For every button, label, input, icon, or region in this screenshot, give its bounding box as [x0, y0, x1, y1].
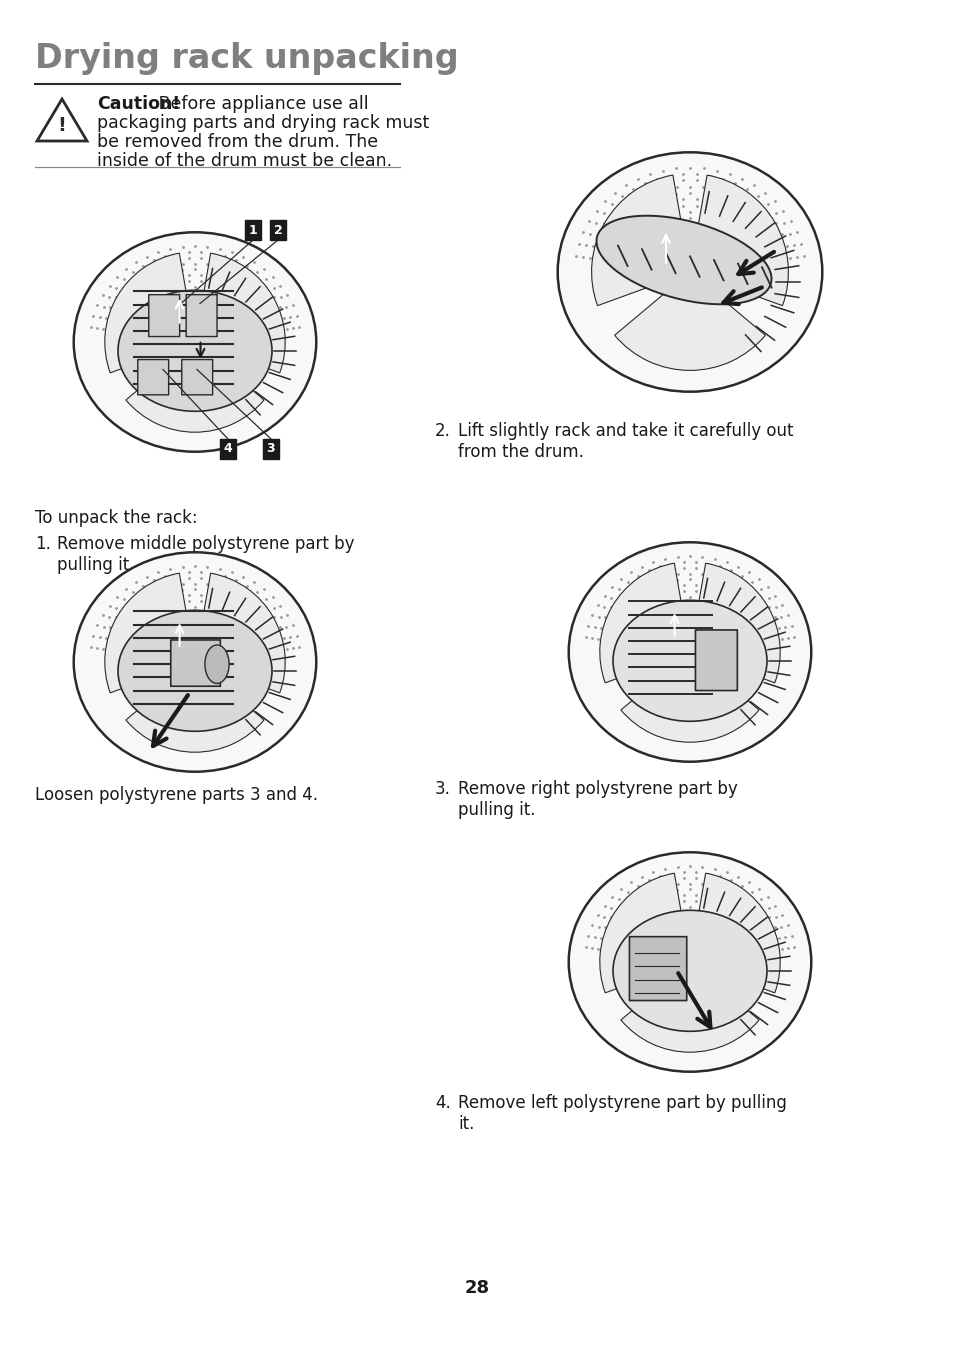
FancyBboxPatch shape: [629, 937, 686, 1000]
Wedge shape: [689, 873, 780, 992]
Text: be removed from the drum. The: be removed from the drum. The: [97, 132, 377, 151]
Wedge shape: [620, 652, 759, 742]
Wedge shape: [194, 253, 285, 373]
Text: !: !: [57, 116, 67, 135]
Text: 4.: 4.: [435, 1094, 450, 1111]
Ellipse shape: [613, 910, 766, 1032]
Text: Remove middle polystyrene part by
pulling it.: Remove middle polystyrene part by pullin…: [57, 535, 355, 573]
Ellipse shape: [205, 645, 229, 684]
Text: 3: 3: [267, 442, 275, 456]
FancyBboxPatch shape: [171, 639, 220, 687]
Wedge shape: [194, 573, 285, 692]
Text: 4: 4: [223, 442, 233, 456]
Text: Lift slightly rack and take it carefully out
from the drum.: Lift slightly rack and take it carefully…: [457, 422, 793, 461]
Wedge shape: [126, 342, 264, 433]
Wedge shape: [591, 176, 689, 306]
Wedge shape: [105, 573, 194, 692]
Ellipse shape: [613, 600, 766, 722]
Ellipse shape: [118, 291, 272, 411]
Text: 2: 2: [274, 223, 282, 237]
Wedge shape: [620, 963, 759, 1052]
Wedge shape: [126, 662, 264, 752]
FancyBboxPatch shape: [149, 295, 179, 337]
Text: To unpack the rack:: To unpack the rack:: [35, 508, 197, 527]
Text: Before appliance use all: Before appliance use all: [152, 95, 368, 114]
Text: packaging parts and drying rack must: packaging parts and drying rack must: [97, 114, 429, 132]
FancyBboxPatch shape: [182, 360, 213, 395]
Wedge shape: [599, 564, 689, 683]
Text: Remove right polystyrene part by
pulling it.: Remove right polystyrene part by pulling…: [457, 780, 737, 819]
Ellipse shape: [568, 852, 810, 1072]
Ellipse shape: [118, 610, 272, 731]
Text: Drying rack unpacking: Drying rack unpacking: [35, 42, 458, 74]
Ellipse shape: [73, 552, 316, 772]
Ellipse shape: [596, 216, 771, 304]
Text: Caution!: Caution!: [97, 95, 180, 114]
FancyBboxPatch shape: [695, 630, 737, 691]
Text: inside of the drum must be clean.: inside of the drum must be clean.: [97, 151, 392, 170]
Text: Loosen polystyrene parts 3 and 4.: Loosen polystyrene parts 3 and 4.: [35, 786, 317, 804]
Ellipse shape: [568, 542, 810, 761]
Text: 3.: 3.: [435, 780, 451, 798]
Wedge shape: [689, 564, 780, 683]
Text: Remove left polystyrene part by pulling
it.: Remove left polystyrene part by pulling …: [457, 1094, 786, 1133]
Text: 2.: 2.: [435, 422, 451, 439]
Wedge shape: [599, 873, 689, 992]
Ellipse shape: [73, 233, 316, 452]
Ellipse shape: [558, 153, 821, 392]
Text: 28: 28: [464, 1279, 489, 1297]
Text: 1.: 1.: [35, 535, 51, 553]
Text: 1: 1: [249, 223, 257, 237]
Wedge shape: [689, 176, 787, 306]
FancyBboxPatch shape: [186, 295, 216, 337]
Wedge shape: [614, 272, 764, 370]
Wedge shape: [105, 253, 194, 373]
FancyBboxPatch shape: [137, 360, 169, 395]
